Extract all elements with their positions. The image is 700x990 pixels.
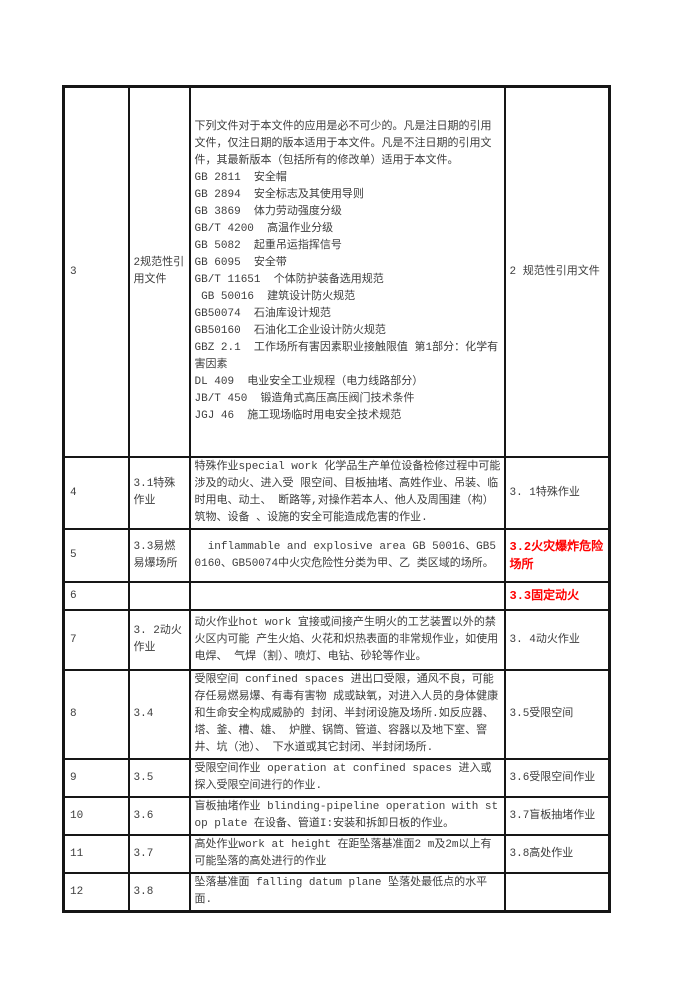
term-cell: 3.4: [127, 669, 191, 760]
term-cell: 2规范性引用文件: [127, 85, 191, 458]
term-cell: 3.5: [127, 758, 191, 798]
row-number: 11: [62, 834, 130, 874]
table-row: 6 3.3固定动火: [62, 581, 611, 611]
term-cell: 3.7: [127, 834, 191, 874]
table-row: 12 3.8 坠落基准面 falling datum plane 坠落处最低点的…: [62, 872, 611, 913]
term-cell: 3.3易燃易爆场所: [127, 528, 191, 583]
table-row: 7 3. 2动火作业 动火作业hot work 宜接或间接产生明火的工艺装置以外…: [62, 609, 611, 671]
reference-cell-highlighted: 3.3固定动火: [503, 581, 611, 611]
definition-cell: 坠落基准面 falling datum plane 坠落处最低点的水平面.: [188, 872, 506, 913]
row-number: 5: [62, 528, 130, 583]
definition-cell: 盲板抽堵作业 blinding-pipeline operation with …: [188, 796, 506, 836]
table-row: 4 3.1特殊作业 特殊作业special work 化学品生产单位设备检修过程…: [62, 456, 611, 530]
definition-cell: 高处作业work at height 在距坠落基准面2 m及2m以上有可能坠落的…: [188, 834, 506, 874]
row-number: 4: [62, 456, 130, 530]
definition-cell: 受限空间作业 operation at confined spaces 进入或探…: [188, 758, 506, 798]
term-cell: [127, 581, 191, 611]
term-cell: 3.8: [127, 872, 191, 913]
table-row: 5 3.3易燃易爆场所 inflammable and explosive ar…: [62, 528, 611, 583]
term-cell: 3.1特殊作业: [127, 456, 191, 530]
definition-cell: inflammable and explosive area GB 50016、…: [188, 528, 506, 583]
row-number: 6: [62, 581, 130, 611]
reference-cell: [503, 872, 611, 913]
table-row: 11 3.7 高处作业work at height 在距坠落基准面2 m及2m以…: [62, 834, 611, 874]
table-row: 10 3.6 盲板抽堵作业 blinding-pipeline operatio…: [62, 796, 611, 836]
reference-cell: 3.7盲板抽堵作业: [503, 796, 611, 836]
row-number: 3: [62, 85, 130, 458]
table-row: 8 3.4 受限空间 confined spaces 进出口受限，通风不良，可能…: [62, 669, 611, 760]
reference-cell: 3. 4动火作业: [503, 609, 611, 671]
standards-terms-table: 3 2规范性引用文件 下列文件对于本文件的应用是必不可少的。凡是注日期的引用文件…: [62, 85, 611, 913]
definition-cell: 特殊作业special work 化学品生产单位设备检修过程中可能涉及的动火、进…: [188, 456, 506, 530]
row-number: 7: [62, 609, 130, 671]
term-cell: 3. 2动火作业: [127, 609, 191, 671]
reference-cell: 3.6受限空间作业: [503, 758, 611, 798]
definition-cell: [188, 581, 506, 611]
definition-cell: 动火作业hot work 宜接或间接产生明火的工艺装置以外的禁火区内可能 产生火…: [188, 609, 506, 671]
reference-cell: 3.8高处作业: [503, 834, 611, 874]
reference-cell: 3.5受限空间: [503, 669, 611, 760]
row-number: 9: [62, 758, 130, 798]
row-number: 10: [62, 796, 130, 836]
reference-cell-highlighted: 3.2火灾爆炸危险场所: [503, 528, 611, 583]
row-number: 12: [62, 872, 130, 913]
table-row: 3 2规范性引用文件 下列文件对于本文件的应用是必不可少的。凡是注日期的引用文件…: [62, 85, 611, 458]
reference-cell: 3. 1特殊作业: [503, 456, 611, 530]
definition-cell: 下列文件对于本文件的应用是必不可少的。凡是注日期的引用文件，仅注日期的版本适用于…: [188, 85, 506, 458]
term-cell: 3.6: [127, 796, 191, 836]
table-row: 9 3.5 受限空间作业 operation at confined space…: [62, 758, 611, 798]
definition-cell: 受限空间 confined spaces 进出口受限，通风不良，可能存任易燃易爆…: [188, 669, 506, 760]
row-number: 8: [62, 669, 130, 760]
reference-cell: 2 规范性引用文件: [503, 85, 611, 458]
